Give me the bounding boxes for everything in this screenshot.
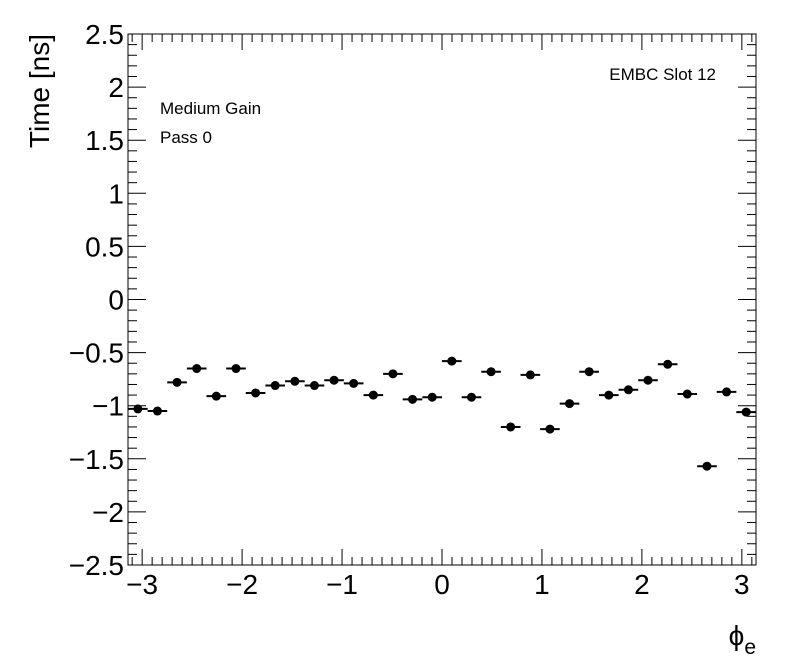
x-tick-label: 1: [534, 569, 550, 600]
data-point: [427, 392, 437, 402]
x-tick-label: 2: [634, 569, 650, 600]
data-point: [584, 367, 594, 377]
y-tick-label: 0: [108, 285, 124, 316]
data-point: [663, 359, 673, 369]
data-point: [506, 422, 516, 432]
x-axis-title-main: ϕ: [729, 620, 745, 651]
data-point: [270, 381, 280, 391]
tick-labels: −3 −2 −1 0 1 2 3 −2.5 −2 −1.5 −1 −0.5 0 0.5 1 1.5 2 2.5: [69, 19, 750, 600]
data-point: [388, 369, 398, 379]
y-axis-title: Time [ns]: [24, 34, 55, 148]
data-markers: [128, 356, 756, 471]
data-point: [309, 381, 319, 391]
x-tick-label: −3: [126, 569, 158, 600]
data-point: [486, 367, 496, 377]
data-point: [466, 392, 476, 402]
data-point: [133, 404, 143, 414]
x-tick-label: 3: [734, 569, 750, 600]
data-point: [329, 375, 339, 385]
y-tick-label: 1.5: [85, 125, 124, 156]
data-point: [545, 424, 555, 434]
data-point: [702, 461, 712, 471]
data-point: [604, 390, 614, 400]
x-tick-label: −1: [326, 569, 358, 600]
data-point: [623, 385, 633, 395]
y-tick-label: 2: [108, 72, 124, 103]
data-point: [408, 394, 418, 404]
axis-ticks: [128, 33, 756, 566]
data-point: [447, 356, 457, 366]
annotation-pass: Pass 0: [160, 128, 212, 147]
data-point: [349, 378, 359, 388]
data-point: [211, 391, 221, 401]
data-point: [192, 364, 202, 374]
data-point: [290, 376, 300, 386]
annotation-gain: Medium Gain: [160, 99, 261, 118]
y-tick-label: 2.5: [85, 19, 124, 50]
data-point: [722, 387, 732, 397]
x-axis-title: ϕe: [729, 620, 756, 659]
y-tick-label: −1.5: [69, 444, 124, 475]
annotation-slot: EMBC Slot 12: [609, 65, 716, 84]
x-axis-title-subscript: e: [744, 636, 756, 659]
x-tick-label: 0: [434, 569, 450, 600]
y-tick-label: 1: [108, 178, 124, 209]
data-point: [368, 390, 378, 400]
data-point: [682, 389, 692, 399]
x-tick-label: −2: [226, 569, 258, 600]
y-tick-label: −1: [92, 391, 124, 422]
data-point: [525, 370, 535, 380]
data-point: [251, 388, 261, 398]
y-tick-label: −2.5: [69, 550, 124, 581]
data-point: [643, 375, 653, 385]
data-point: [741, 407, 751, 417]
data-point: [565, 399, 575, 409]
data-point: [231, 364, 241, 374]
data-point: [152, 406, 162, 416]
data-point: [172, 377, 182, 387]
y-tick-label: −0.5: [69, 338, 124, 369]
y-tick-label: −2: [92, 497, 124, 528]
y-tick-label: 0.5: [85, 231, 124, 262]
